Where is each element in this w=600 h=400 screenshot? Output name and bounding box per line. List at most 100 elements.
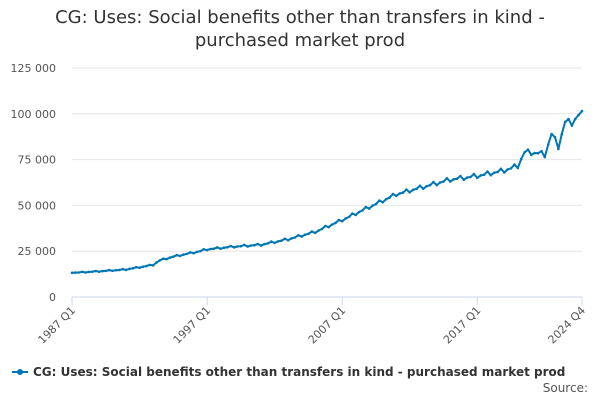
- data-point[interactable]: [324, 224, 327, 228]
- data-point[interactable]: [425, 184, 428, 188]
- data-point[interactable]: [138, 266, 141, 270]
- data-point[interactable]: [168, 256, 172, 259]
- data-point[interactable]: [165, 257, 168, 261]
- data-point[interactable]: [381, 201, 385, 204]
- data-point[interactable]: [567, 117, 570, 121]
- data-point[interactable]: [205, 248, 209, 252]
- data-point[interactable]: [496, 170, 499, 174]
- data-point[interactable]: [337, 218, 341, 222]
- data-point[interactable]: [533, 151, 536, 155]
- data-point[interactable]: [550, 132, 553, 136]
- data-point[interactable]: [249, 244, 253, 247]
- data-point[interactable]: [192, 251, 195, 255]
- data-point[interactable]: [297, 234, 300, 237]
- data-point[interactable]: [259, 244, 263, 247]
- data-point[interactable]: [219, 247, 222, 250]
- data-point[interactable]: [104, 269, 108, 273]
- legend[interactable]: CG: Uses: Social benefits other than tra…: [12, 363, 565, 381]
- data-point[interactable]: [266, 242, 270, 245]
- data-point[interactable]: [124, 268, 128, 272]
- data-point[interactable]: [253, 243, 256, 247]
- data-point[interactable]: [84, 271, 87, 274]
- data-point[interactable]: [293, 236, 297, 239]
- data-point[interactable]: [523, 151, 526, 154]
- data-point[interactable]: [573, 117, 577, 121]
- data-point[interactable]: [492, 171, 496, 174]
- data-point[interactable]: [131, 267, 135, 270]
- data-point[interactable]: [351, 212, 354, 215]
- data-point[interactable]: [158, 259, 162, 262]
- data-point[interactable]: [202, 248, 205, 251]
- data-point[interactable]: [280, 239, 283, 242]
- data-point[interactable]: [482, 173, 486, 176]
- data-point[interactable]: [357, 210, 361, 214]
- data-point[interactable]: [479, 174, 483, 177]
- data-point[interactable]: [442, 180, 445, 183]
- data-point[interactable]: [438, 181, 442, 184]
- data-point[interactable]: [80, 270, 84, 274]
- data-point[interactable]: [374, 202, 378, 206]
- data-point[interactable]: [422, 187, 425, 190]
- data-point[interactable]: [354, 213, 358, 217]
- data-point[interactable]: [371, 204, 374, 207]
- data-point[interactable]: [506, 168, 510, 171]
- data-point[interactable]: [563, 120, 567, 124]
- data-point[interactable]: [347, 215, 351, 219]
- data-point[interactable]: [215, 246, 219, 249]
- data-point[interactable]: [74, 271, 77, 274]
- data-point[interactable]: [185, 252, 189, 256]
- data-point[interactable]: [178, 254, 182, 258]
- data-point[interactable]: [270, 240, 273, 243]
- data-point[interactable]: [452, 178, 456, 181]
- data-point[interactable]: [361, 209, 364, 212]
- data-point[interactable]: [435, 183, 439, 187]
- data-point[interactable]: [212, 247, 216, 250]
- data-point[interactable]: [310, 230, 314, 233]
- data-point[interactable]: [172, 255, 175, 258]
- data-point[interactable]: [499, 167, 503, 171]
- data-point[interactable]: [161, 257, 165, 261]
- data-point[interactable]: [553, 135, 557, 139]
- data-point[interactable]: [263, 242, 266, 246]
- data-point[interactable]: [114, 268, 118, 272]
- data-point[interactable]: [134, 265, 138, 269]
- data-point[interactable]: [367, 207, 371, 210]
- data-point[interactable]: [155, 261, 158, 264]
- data-point[interactable]: [229, 244, 232, 248]
- data-point[interactable]: [334, 221, 337, 225]
- data-point[interactable]: [340, 219, 344, 223]
- data-point[interactable]: [411, 188, 415, 192]
- data-point[interactable]: [101, 269, 104, 273]
- data-point[interactable]: [526, 148, 530, 151]
- data-point[interactable]: [243, 243, 246, 247]
- data-point[interactable]: [570, 124, 574, 127]
- data-point[interactable]: [246, 245, 249, 248]
- data-point[interactable]: [516, 166, 520, 170]
- data-point[interactable]: [398, 192, 401, 195]
- data-point[interactable]: [418, 184, 422, 188]
- data-point[interactable]: [195, 250, 199, 254]
- data-point[interactable]: [226, 246, 229, 249]
- data-point[interactable]: [94, 269, 97, 273]
- data-point[interactable]: [313, 231, 317, 235]
- data-point[interactable]: [222, 246, 226, 249]
- data-point[interactable]: [121, 267, 124, 271]
- data-point[interactable]: [283, 237, 287, 241]
- data-point[interactable]: [455, 177, 459, 181]
- data-point[interactable]: [327, 225, 331, 229]
- data-point[interactable]: [577, 113, 580, 117]
- data-point[interactable]: [175, 253, 178, 257]
- data-point[interactable]: [107, 268, 111, 272]
- data-point[interactable]: [384, 197, 388, 201]
- data-point[interactable]: [188, 251, 192, 254]
- data-point[interactable]: [77, 271, 81, 274]
- data-point[interactable]: [462, 178, 466, 181]
- data-point[interactable]: [503, 171, 506, 174]
- data-point[interactable]: [432, 180, 435, 184]
- data-point[interactable]: [472, 172, 476, 176]
- data-point[interactable]: [97, 270, 101, 274]
- data-point[interactable]: [303, 233, 307, 236]
- data-point[interactable]: [317, 229, 320, 232]
- data-point[interactable]: [486, 170, 489, 173]
- data-point[interactable]: [394, 194, 398, 198]
